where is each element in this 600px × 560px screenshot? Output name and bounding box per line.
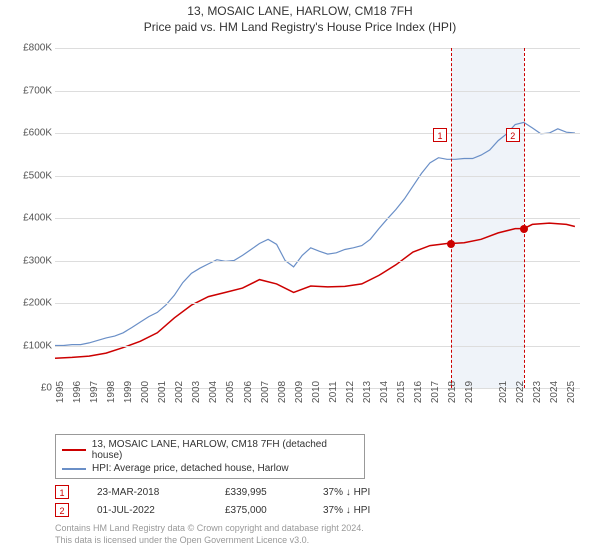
page-title: 13, MOSAIC LANE, HARLOW, CM18 7FH bbox=[0, 0, 600, 18]
x-tick-label: 2014 bbox=[379, 381, 390, 403]
x-tick-label: 2018 bbox=[447, 381, 458, 403]
y-gridline bbox=[55, 176, 580, 177]
y-tick-label: £600K bbox=[10, 128, 52, 139]
y-gridline bbox=[55, 91, 580, 92]
y-tick-label: £700K bbox=[10, 85, 52, 96]
y-gridline bbox=[55, 261, 580, 262]
x-tick-label: 2003 bbox=[191, 381, 202, 403]
footer-attribution: Contains HM Land Registry data © Crown c… bbox=[55, 523, 590, 546]
page-subtitle: Price paid vs. HM Land Registry's House … bbox=[0, 18, 600, 38]
legend-item-property: 13, MOSAIC LANE, HARLOW, CM18 7FH (detac… bbox=[62, 438, 358, 462]
y-tick-label: £800K bbox=[10, 43, 52, 54]
tx-price: £339,995 bbox=[225, 487, 295, 498]
data-point-dot bbox=[520, 225, 528, 233]
legend: 13, MOSAIC LANE, HARLOW, CM18 7FH (detac… bbox=[55, 434, 365, 479]
tx-pct: 37% ↓ HPI bbox=[323, 487, 413, 498]
x-tick-label: 1996 bbox=[72, 381, 83, 403]
data-point-dot bbox=[447, 240, 455, 248]
x-tick-label: 2025 bbox=[566, 381, 577, 403]
tx-pct: 37% ↓ HPI bbox=[323, 505, 413, 516]
x-tick-label: 2006 bbox=[243, 381, 254, 403]
footer-line: This data is licensed under the Open Gov… bbox=[55, 535, 590, 547]
marker-box-icon: 2 bbox=[55, 503, 69, 517]
footer-line: Contains HM Land Registry data © Crown c… bbox=[55, 523, 590, 535]
y-gridline bbox=[55, 133, 580, 134]
chart-area: £0 £100K £200K £300K £400K £500K £600K £700K £80… bbox=[10, 38, 590, 428]
x-tick-label: 2016 bbox=[413, 381, 424, 403]
event-vline bbox=[524, 48, 525, 388]
transaction-table: 1 23-MAR-2018 £339,995 37% ↓ HPI 2 01-JU… bbox=[55, 483, 590, 519]
x-tick-label: 1999 bbox=[123, 381, 134, 403]
y-tick-label: £400K bbox=[10, 213, 52, 224]
x-tick-label: 2021 bbox=[498, 381, 509, 403]
x-tick-label: 2010 bbox=[311, 381, 322, 403]
x-tick-label: 2009 bbox=[294, 381, 305, 403]
x-tick-label: 2023 bbox=[532, 381, 543, 403]
tx-price: £375,000 bbox=[225, 505, 295, 516]
tx-date: 01-JUL-2022 bbox=[97, 505, 197, 516]
x-tick-label: 2017 bbox=[430, 381, 441, 403]
x-tick-label: 2008 bbox=[277, 381, 288, 403]
x-tick-label: 2019 bbox=[464, 381, 475, 403]
y-tick-label: £100K bbox=[10, 340, 52, 351]
y-gridline bbox=[55, 346, 580, 347]
x-tick-label: 2001 bbox=[157, 381, 168, 403]
x-tick-label: 1997 bbox=[89, 381, 100, 403]
legend-label: 13, MOSAIC LANE, HARLOW, CM18 7FH (detac… bbox=[92, 439, 358, 461]
table-row: 2 01-JUL-2022 £375,000 37% ↓ HPI bbox=[55, 501, 590, 519]
x-tick-label: 1995 bbox=[55, 381, 66, 403]
event-marker-box: 2 bbox=[506, 128, 520, 142]
legend-item-hpi: HPI: Average price, detached house, Harl… bbox=[62, 462, 358, 475]
legend-label: HPI: Average price, detached house, Harl… bbox=[92, 463, 289, 474]
x-tick-label: 2015 bbox=[396, 381, 407, 403]
legend-swatch bbox=[62, 449, 86, 451]
y-tick-label: £200K bbox=[10, 298, 52, 309]
y-tick-label: £300K bbox=[10, 255, 52, 266]
x-tick-label: 2002 bbox=[174, 381, 185, 403]
table-row: 1 23-MAR-2018 £339,995 37% ↓ HPI bbox=[55, 483, 590, 501]
chart-container: 13, MOSAIC LANE, HARLOW, CM18 7FH Price … bbox=[0, 0, 600, 560]
x-tick-label: 1998 bbox=[106, 381, 117, 403]
x-tick-label: 2012 bbox=[345, 381, 356, 403]
event-vline bbox=[451, 48, 452, 388]
marker-box-icon: 1 bbox=[55, 485, 69, 499]
x-tick-label: 2005 bbox=[225, 381, 236, 403]
y-gridline bbox=[55, 218, 580, 219]
y-gridline bbox=[55, 48, 580, 49]
x-tick-label: 2011 bbox=[328, 381, 339, 403]
x-tick-label: 2000 bbox=[140, 381, 151, 403]
y-tick-label: £500K bbox=[10, 170, 52, 181]
x-tick-label: 2004 bbox=[208, 381, 219, 403]
series-line-property bbox=[55, 223, 575, 358]
legend-swatch bbox=[62, 468, 86, 470]
y-gridline bbox=[55, 303, 580, 304]
x-tick-label: 2007 bbox=[260, 381, 271, 403]
event-marker-box: 1 bbox=[433, 128, 447, 142]
x-tick-label: 2013 bbox=[362, 381, 373, 403]
y-tick-label: £0 bbox=[10, 383, 52, 394]
x-tick-label: 2024 bbox=[549, 381, 560, 403]
tx-date: 23-MAR-2018 bbox=[97, 487, 197, 498]
